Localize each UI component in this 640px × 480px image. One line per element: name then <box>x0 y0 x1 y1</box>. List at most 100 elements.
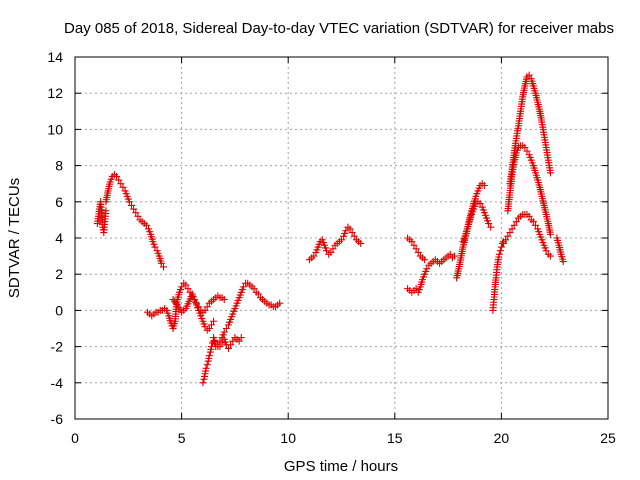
data-point <box>521 144 529 151</box>
data-point <box>414 248 422 256</box>
data-point <box>132 209 140 217</box>
series-arc-10 <box>459 198 495 246</box>
x-tick-label: 25 <box>600 430 616 446</box>
data-point <box>497 243 505 251</box>
data-point <box>525 71 533 79</box>
data-point <box>203 303 211 311</box>
data-point <box>207 321 215 329</box>
y-tick-label: 12 <box>47 85 63 101</box>
data-point <box>222 325 230 332</box>
data-point <box>229 337 237 345</box>
data-point <box>510 221 518 229</box>
data-point <box>227 341 235 349</box>
data-point <box>202 364 210 372</box>
data-point <box>485 220 493 228</box>
series-arc-3 <box>169 290 218 334</box>
data-point <box>205 325 213 332</box>
series-arc-1b <box>102 171 167 271</box>
data-point <box>235 337 243 345</box>
data-points <box>93 71 567 387</box>
data-point <box>504 232 512 240</box>
x-tick-label: 20 <box>494 430 510 446</box>
data-point <box>329 245 337 253</box>
data-point <box>546 230 554 238</box>
data-point <box>159 263 167 271</box>
data-point <box>408 238 416 246</box>
data-point <box>182 281 190 289</box>
data-point <box>218 339 226 347</box>
y-tick-label: 8 <box>55 158 63 174</box>
y-tick-labels: -6 -4 -2 0 2 4 6 8 10 12 14 <box>47 49 63 427</box>
series-arc-15 <box>553 234 567 266</box>
data-point <box>201 306 209 314</box>
data-point <box>342 227 350 235</box>
x-tick-label: 15 <box>387 430 403 446</box>
axis-ticks <box>74 56 609 420</box>
series-arc-8 <box>404 250 458 296</box>
data-point <box>450 252 458 260</box>
data-point <box>542 247 550 255</box>
data-point <box>532 221 540 229</box>
data-point <box>410 241 418 249</box>
y-tick-label: 14 <box>47 49 63 65</box>
data-point <box>500 239 508 247</box>
data-point <box>115 176 123 184</box>
data-point <box>119 183 127 191</box>
data-point <box>502 236 510 244</box>
series-arc-14 <box>506 71 554 188</box>
data-point <box>423 265 431 273</box>
series-arc-9 <box>453 180 488 282</box>
data-point <box>220 296 228 304</box>
y-tick-label: 4 <box>55 230 63 246</box>
y-tick-label: -6 <box>51 411 64 427</box>
data-point <box>546 252 554 260</box>
data-point <box>350 232 358 240</box>
x-tick-label: 0 <box>71 430 79 446</box>
data-point <box>346 225 354 233</box>
data-point <box>102 207 110 215</box>
data-point <box>525 212 533 220</box>
data-point <box>348 229 356 237</box>
data-point <box>529 218 537 226</box>
x-tick-labels: 0 5 10 15 20 25 <box>71 430 616 446</box>
data-point <box>203 361 211 369</box>
data-point <box>421 256 429 264</box>
data-point <box>205 352 213 360</box>
data-point <box>480 182 488 190</box>
y-tick-label: 0 <box>55 302 63 318</box>
data-point <box>546 169 554 177</box>
data-point <box>476 200 484 208</box>
series-arc-13 <box>504 142 554 238</box>
x-axis-title: GPS time / hours <box>284 458 398 475</box>
data-point <box>310 252 318 260</box>
data-point <box>512 218 520 226</box>
series-arc-11 <box>489 238 508 314</box>
data-point <box>117 180 125 188</box>
series-arc-6 <box>306 223 365 264</box>
series-arc-12 <box>500 210 554 260</box>
y-tick-label: 2 <box>55 266 63 282</box>
data-point <box>210 317 218 325</box>
chart-title: Day 085 of 2018, Sidereal Day-to-day VTE… <box>64 20 614 37</box>
data-point <box>199 379 207 387</box>
x-tick-label: 10 <box>280 430 296 446</box>
data-point <box>338 236 345 244</box>
x-tick-label: 5 <box>178 430 186 446</box>
data-point <box>151 243 159 251</box>
data-point <box>142 221 150 229</box>
data-point <box>487 223 495 231</box>
data-point <box>201 323 209 331</box>
series-arc-5 <box>210 334 245 352</box>
data-point <box>559 258 567 266</box>
y-tick-label: -4 <box>51 375 64 391</box>
data-point <box>254 290 262 298</box>
data-point <box>250 285 258 293</box>
data-point <box>506 229 514 237</box>
data-point <box>446 250 454 258</box>
series-arc-4 <box>199 279 284 387</box>
data-point <box>412 245 420 253</box>
data-point <box>220 328 228 336</box>
data-point <box>327 248 335 256</box>
data-point <box>157 259 165 267</box>
